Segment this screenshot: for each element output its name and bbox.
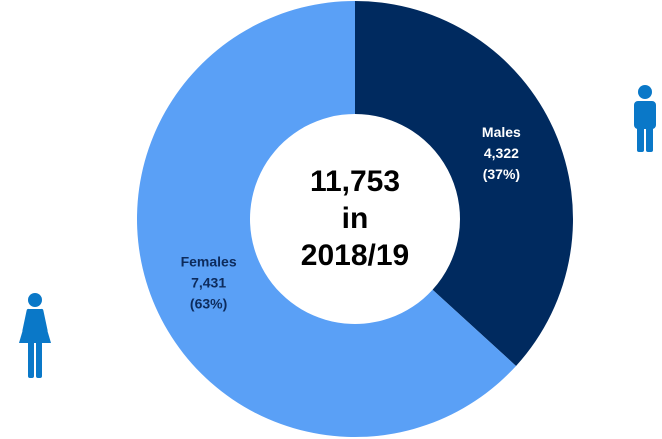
- donut-segment: [136, 1, 517, 437]
- donut-segment: [355, 1, 573, 366]
- center-text: 2018/19: [301, 239, 409, 272]
- center-text: 11,753: [310, 165, 400, 198]
- segment-label: 4,322: [484, 145, 519, 161]
- segment-label: (37%): [483, 166, 520, 182]
- segment-label: (63%): [190, 295, 227, 311]
- male-icon: [634, 85, 656, 152]
- segment-label: Males: [482, 124, 521, 140]
- segment-label: Females: [181, 253, 237, 269]
- segment-label: 7,431: [191, 274, 226, 290]
- female-icon: [19, 293, 51, 378]
- center-text: in: [342, 202, 369, 235]
